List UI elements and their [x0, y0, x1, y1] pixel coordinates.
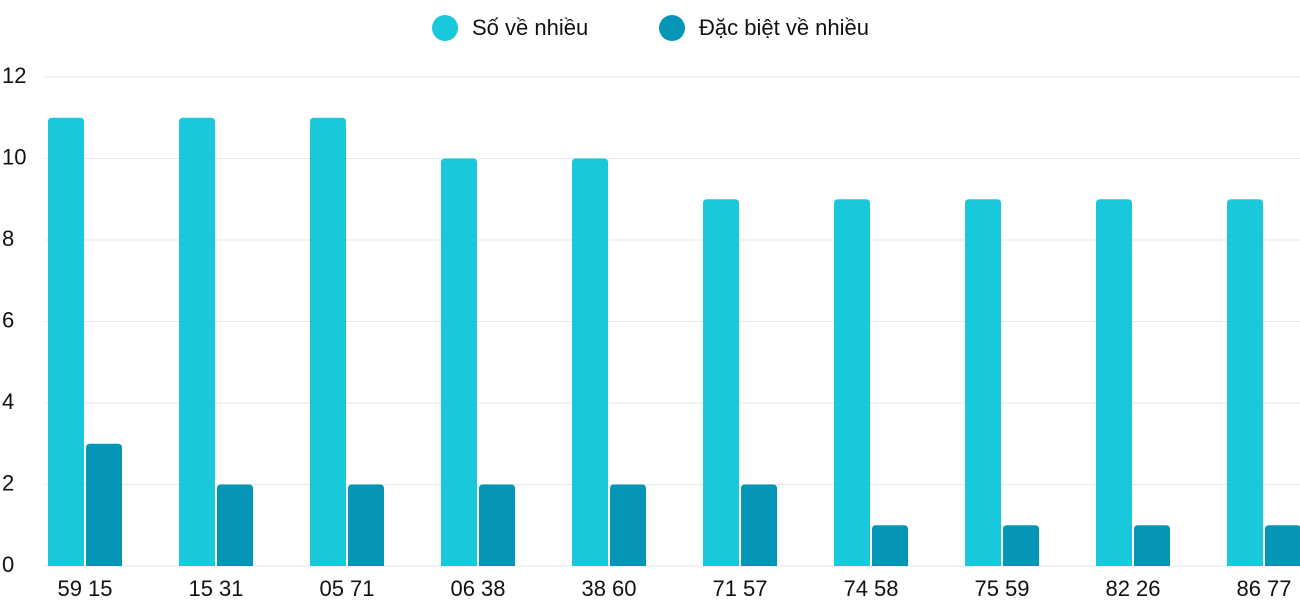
bar	[834, 199, 870, 566]
bar	[86, 443, 122, 566]
bar	[310, 117, 346, 566]
y-tick-label: 10	[2, 144, 26, 169]
x-tick-label: 06 38	[450, 576, 505, 600]
y-tick-label: 8	[2, 226, 14, 251]
bar	[1096, 199, 1132, 566]
bar	[572, 158, 608, 566]
bar	[441, 158, 477, 566]
bar	[872, 525, 908, 566]
x-tick-label: 15 31	[188, 576, 243, 600]
y-tick-label: 2	[2, 470, 14, 495]
legend-label: Số về nhiều	[472, 15, 588, 40]
bar	[179, 117, 215, 566]
y-tick-label: 4	[2, 389, 14, 414]
bar	[610, 484, 646, 566]
x-tick-label: 74 58	[843, 576, 898, 600]
x-tick-label: 82 26	[1105, 576, 1160, 600]
bar	[217, 484, 253, 566]
bar	[1265, 525, 1300, 566]
x-tick-label: 75 59	[974, 576, 1029, 600]
y-tick-label: 0	[2, 552, 14, 577]
legend-marker	[432, 15, 458, 41]
legend-label: Đặc biệt về nhiều	[699, 15, 869, 40]
x-tick-label: 86 77	[1236, 576, 1291, 600]
bar	[703, 199, 739, 566]
y-tick-label: 12	[2, 63, 26, 88]
bar	[965, 199, 1001, 566]
x-tick-label: 05 71	[319, 576, 374, 600]
x-tick-label: 38 60	[581, 576, 636, 600]
y-tick-label: 6	[2, 307, 14, 332]
legend-marker	[659, 15, 685, 41]
bar	[479, 484, 515, 566]
bar	[348, 484, 384, 566]
bar	[1227, 199, 1263, 566]
x-tick-label: 59 15	[57, 576, 112, 600]
bar	[1003, 525, 1039, 566]
bar	[1134, 525, 1170, 566]
bar	[48, 117, 84, 566]
bar	[741, 484, 777, 566]
x-tick-label: 71 57	[712, 576, 767, 600]
